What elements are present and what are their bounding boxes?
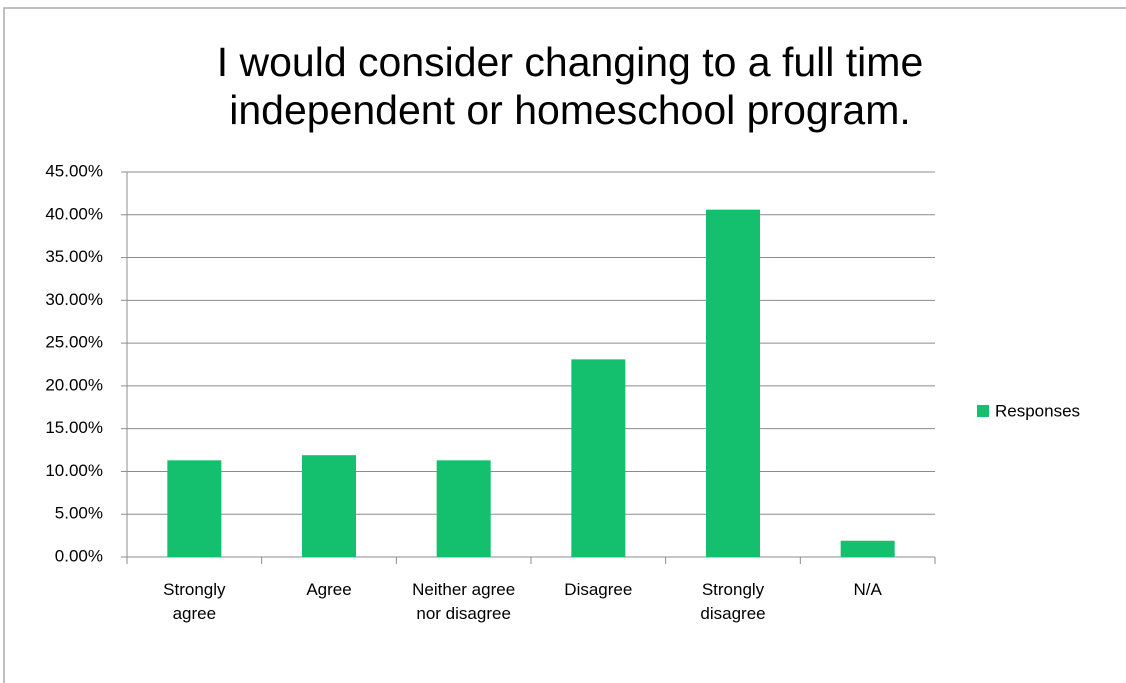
bar: [571, 359, 626, 557]
bar: [167, 460, 222, 557]
y-tick-label: 40.00%: [45, 204, 103, 223]
bar: [840, 540, 895, 557]
y-tick-label: 35.00%: [45, 247, 103, 266]
chart-border: [3, 7, 1126, 683]
y-tick-label: 15.00%: [45, 418, 103, 437]
y-tick-label: 30.00%: [45, 290, 103, 309]
y-tick-label: 25.00%: [45, 333, 103, 352]
y-tick-label: 10.00%: [45, 461, 103, 480]
x-tick-label: Neither agree nor disagree: [412, 580, 516, 623]
x-tick-label: Strongly agree: [163, 580, 226, 623]
legend-swatch: [977, 405, 989, 417]
bar: [706, 209, 760, 557]
legend-label: Responses: [995, 401, 1080, 420]
x-tick-label: Strongly disagree: [700, 580, 766, 623]
chart-title: I would consider changing to a full time…: [216, 39, 924, 133]
bar: [302, 455, 356, 557]
bar: [436, 460, 491, 557]
y-tick-label: 5.00%: [55, 504, 103, 523]
y-tick-label: 20.00%: [45, 375, 103, 394]
x-tick-label: Disagree: [564, 580, 633, 599]
y-tick-label: 0.00%: [55, 546, 103, 565]
x-tick-label: N/A: [853, 580, 882, 599]
y-tick-label: 45.00%: [45, 161, 103, 180]
x-tick-label: Agree: [306, 580, 352, 599]
